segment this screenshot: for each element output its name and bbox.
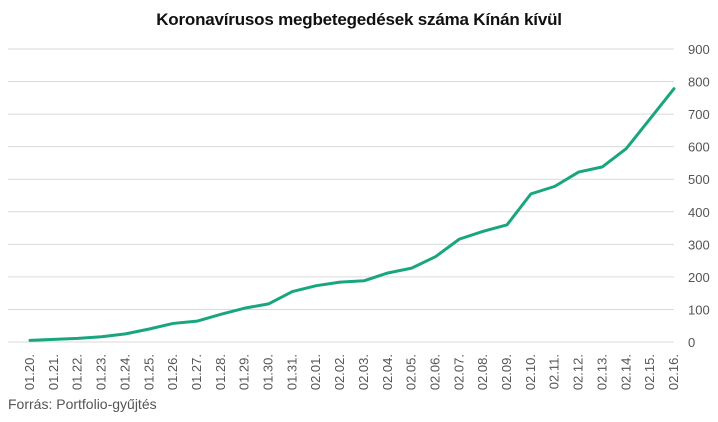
series-line-0 [28,87,676,342]
x-tick-label-02-04: 02.04. [380,354,395,390]
chart-title: Koronavírusos megbetegedések száma Kínán… [156,10,562,29]
x-tick-label-01-28: 01.28. [213,354,228,390]
x-tick-label-01-21: 01.21. [46,354,61,390]
x-tick-label-02-02: 02.02. [332,354,347,390]
x-tick-label-01-29: 01.29. [237,354,252,390]
x-tick-label-01-23: 01.23. [94,354,109,390]
x-tick-label-01-27: 01.27. [189,354,204,390]
x-tick-label-01-30: 01.30. [261,354,276,390]
x-tick-label-02-12: 02.12. [571,354,586,390]
source-note: Forrás: Portfolio-gyűjtés [8,396,157,412]
x-tick-label-02-06: 02.06. [427,354,442,390]
y-tick-label-100: 100 [688,302,710,317]
x-tick-label-02-16: 02.16. [666,354,681,390]
y-tick-label-400: 400 [688,205,710,220]
x-tick-label-01-22: 01.22. [70,354,85,390]
x-tick-label-02-07: 02.07. [451,354,466,390]
y-tick-label-700: 700 [688,107,710,122]
x-tick-label-02-15: 02.15. [642,354,657,390]
x-tick-label-02-01: 02.01. [308,354,323,390]
x-tick-label-02-05: 02.05. [404,354,419,390]
x-tick-label-02-13: 02.13. [594,354,609,390]
x-tick-label-01-31: 01.31. [284,354,299,390]
x-tick-label-02-10: 02.10. [523,354,538,390]
x-tick-label-02-11: 02.11. [547,354,562,389]
x-tick-label-01-20: 01.20. [22,354,37,390]
x-tick-label-02-08: 02.08. [475,354,490,390]
x-tick-label-02-14: 02.14. [618,354,633,390]
y-tick-label-0: 0 [688,335,695,350]
y-tick-label-800: 800 [688,75,710,90]
y-tick-label-600: 600 [688,140,710,155]
y-tick-label-900: 900 [688,42,710,57]
x-tick-label-01-24: 01.24. [117,354,132,390]
x-tick-label-01-26: 01.26. [165,354,180,390]
x-tick-label-02-03: 02.03. [356,354,371,390]
y-tick-label-300: 300 [688,237,710,252]
x-tick-label-01-25: 01.25. [141,354,156,390]
y-tick-label-200: 200 [688,270,710,285]
x-tick-label-02-09: 02.09. [499,354,514,390]
y-tick-label-500: 500 [688,172,710,187]
